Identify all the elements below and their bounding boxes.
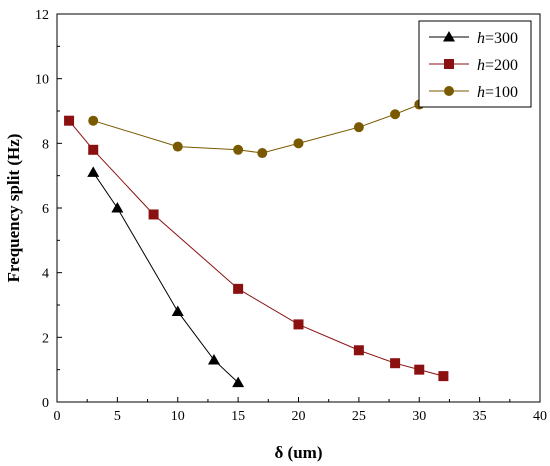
x-tick-label: 5	[114, 409, 121, 424]
x-tick-label: 30	[412, 409, 426, 424]
y-tick-label: 2	[42, 331, 49, 346]
series-line	[68, 120, 444, 377]
legend-marker	[444, 59, 454, 69]
data-point	[293, 319, 304, 330]
data-point	[171, 305, 184, 316]
series-2	[88, 99, 425, 159]
legend-label-italic: h	[477, 84, 485, 101]
x-tick-label: 20	[292, 409, 306, 424]
legend-label-rest: =100	[485, 84, 518, 101]
legend-marker	[443, 31, 455, 42]
data-point	[257, 148, 268, 159]
legend-label: h=100	[477, 84, 518, 101]
x-tick-label: 15	[231, 409, 245, 424]
data-point	[293, 138, 304, 149]
data-point	[414, 364, 425, 375]
x-tick-label: 0	[54, 409, 61, 424]
data-point	[353, 122, 364, 133]
data-point	[148, 209, 159, 220]
data-point	[172, 141, 183, 152]
data-point	[390, 358, 401, 369]
data-point	[207, 353, 220, 365]
x-axis-title: δ (um)	[274, 443, 322, 462]
data-point	[87, 166, 100, 177]
legend-label-rest: =300	[485, 30, 518, 47]
y-tick-label: 10	[35, 73, 49, 88]
x-tick-label: 35	[473, 409, 487, 424]
y-tick-label: 4	[42, 267, 49, 282]
x-tick-label: 25	[352, 409, 366, 424]
data-point	[390, 109, 401, 120]
data-point	[353, 345, 364, 356]
data-point	[64, 115, 75, 126]
y-tick-label: 12	[35, 8, 49, 23]
legend-label-italic: h	[477, 30, 485, 47]
axes: 0 5 10 15 20 25 30 35 40 0 2 4 6 8 10 12	[35, 8, 547, 424]
legend-marker	[444, 86, 454, 96]
data-point	[438, 371, 449, 382]
y-axis-title: Frequency split (Hz)	[4, 134, 23, 283]
data-point	[233, 144, 244, 155]
series-layer	[64, 99, 449, 388]
legend-label-italic: h	[477, 57, 485, 74]
data-point	[88, 115, 99, 126]
series-1	[64, 115, 449, 382]
x-tick-label: 10	[171, 409, 185, 424]
y-tick-label: 0	[42, 396, 49, 411]
legend-label: h=200	[477, 57, 518, 74]
series-line	[92, 172, 239, 383]
x-tick-label: 40	[533, 409, 547, 424]
data-point	[233, 283, 244, 294]
data-point	[232, 376, 245, 388]
y-tick-label: 6	[42, 202, 49, 217]
data-point	[88, 144, 99, 155]
legend-label: h=300	[477, 30, 518, 47]
series-0	[87, 166, 245, 388]
legend-label-rest: =200	[485, 57, 518, 74]
y-tick-label: 8	[42, 137, 49, 152]
data-point	[111, 202, 124, 213]
series-line	[93, 104, 420, 154]
